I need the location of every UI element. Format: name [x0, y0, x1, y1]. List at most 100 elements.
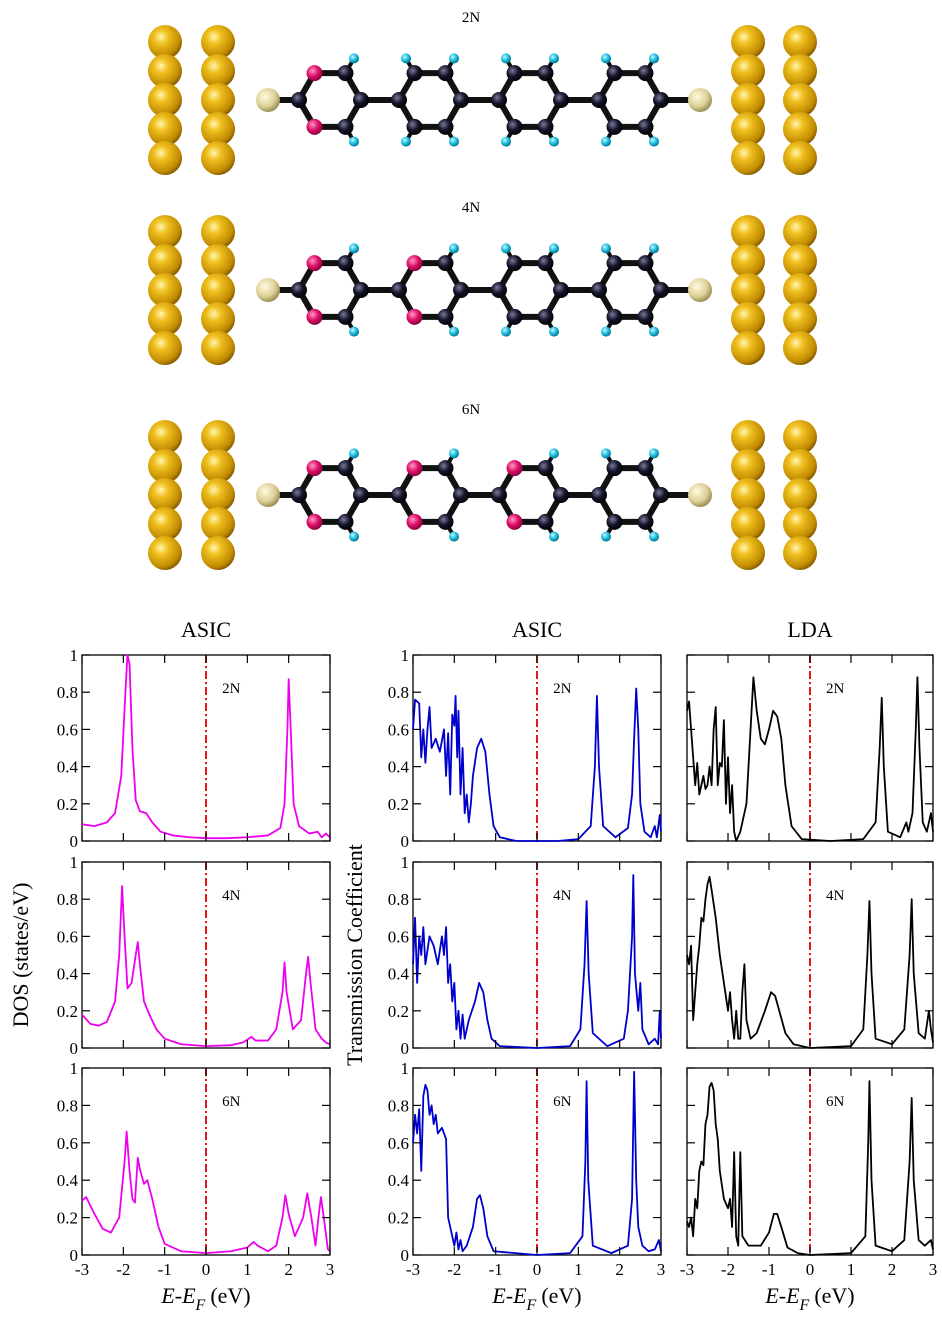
- ring: [399, 263, 461, 317]
- panel-label: 6N: [826, 1094, 845, 1110]
- sulfur-atom: [688, 88, 712, 112]
- hydrogen-atom: [501, 53, 511, 63]
- x-axis-label-sub: F: [195, 1297, 206, 1314]
- y-tick-label: 0.6: [388, 720, 409, 739]
- gold-atom: [783, 507, 817, 541]
- panel-label: 2N: [222, 681, 241, 697]
- gold-atom: [148, 449, 182, 483]
- carbon-atom: [607, 309, 623, 325]
- junction: 2N: [148, 10, 817, 175]
- carbon-atom: [653, 282, 669, 298]
- y-tick-label: 0.6: [388, 927, 409, 946]
- hydrogen-atom: [549, 532, 559, 542]
- figure: 2N4N6N00.20.40.60.812NASIC00.20.40.60.81…: [0, 0, 942, 1320]
- y-tick-label: 0.4: [57, 758, 79, 777]
- x-tick-label: -1: [158, 1260, 172, 1279]
- carbon-atom: [653, 92, 669, 108]
- gold-atom: [201, 536, 235, 570]
- ring: [299, 263, 361, 317]
- hydrogen-atom: [549, 327, 559, 337]
- x-axis-label-var: E-E: [160, 1283, 196, 1308]
- panel-label: 4N: [826, 888, 845, 904]
- nitrogen-atom: [307, 119, 323, 135]
- gold-atom: [731, 536, 765, 570]
- nitrogen-atom: [307, 514, 323, 530]
- x-tick-label: 2: [615, 1260, 624, 1279]
- hydrogen-atom: [649, 243, 659, 253]
- hydrogen-atom: [601, 243, 611, 253]
- y-tick-label: 0: [70, 1039, 79, 1058]
- y-tick-label: 0.2: [57, 1209, 78, 1228]
- y-tick-label: 0.6: [57, 720, 78, 739]
- gold-atom: [201, 141, 235, 175]
- y-tick-label: 0: [70, 832, 79, 851]
- column-title: ASIC: [181, 617, 231, 642]
- y-tick-label: 1: [70, 853, 79, 872]
- x-axis-label: E-EF(eV): [160, 1283, 250, 1314]
- nitrogen-atom: [407, 514, 423, 530]
- junction-label: 4N: [462, 200, 481, 216]
- sulfur-atom: [256, 278, 280, 302]
- gold-atom: [783, 420, 817, 454]
- carbon-atom: [438, 119, 454, 135]
- hydrogen-atom: [401, 53, 411, 63]
- carbon-atom: [538, 65, 554, 81]
- ring: [599, 468, 661, 522]
- carbon-atom: [353, 487, 369, 503]
- x-tick-label: 3: [929, 1260, 938, 1279]
- hydrogen-atom: [549, 137, 559, 147]
- gold-atom: [201, 244, 235, 278]
- x-axis-label-unit: (eV): [814, 1283, 854, 1308]
- gold-atom: [201, 331, 235, 365]
- gold-atom: [148, 83, 182, 117]
- x-tick-label: -1: [762, 1260, 776, 1279]
- nitrogen-atom: [407, 460, 423, 476]
- hydrogen-atom: [449, 327, 459, 337]
- carbon-atom: [538, 309, 554, 325]
- carbon-atom: [438, 514, 454, 530]
- y-tick-label: 1: [401, 853, 410, 872]
- panel-label: 2N: [826, 681, 845, 697]
- y-tick-label: 0.4: [388, 965, 410, 984]
- gold-atom: [201, 449, 235, 483]
- gold-atom: [731, 507, 765, 541]
- panel: 00.20.40.60.812NASIC: [57, 617, 330, 851]
- junction-label: 2N: [462, 10, 481, 26]
- y-tick-label: 0.6: [388, 1134, 409, 1153]
- carbon-atom: [638, 65, 654, 81]
- y-tick-label: 0.2: [388, 1002, 409, 1021]
- carbon-atom: [507, 309, 523, 325]
- panel: 00.20.40.60.81-3-2-101236NE-EF(eV): [57, 1059, 335, 1314]
- gold-atom: [783, 112, 817, 146]
- ring: [299, 468, 361, 522]
- carbon-atom: [407, 119, 423, 135]
- gold-atom: [783, 302, 817, 336]
- gold-atom: [148, 54, 182, 88]
- gold-atom: [201, 302, 235, 336]
- gold-atom: [201, 478, 235, 512]
- hydrogen-atom: [549, 243, 559, 253]
- x-axis-label-unit: (eV): [541, 1283, 581, 1308]
- ring: [499, 468, 561, 522]
- y-tick-label: 1: [70, 1059, 79, 1078]
- y-axis-label: Transmission Coefficient: [342, 844, 367, 1066]
- x-tick-label: 1: [243, 1260, 252, 1279]
- x-tick-label: -3: [75, 1260, 89, 1279]
- carbon-atom: [638, 460, 654, 476]
- hydrogen-atom: [601, 532, 611, 542]
- gold-atom: [148, 112, 182, 146]
- carbon-atom: [438, 65, 454, 81]
- gold-atom: [783, 331, 817, 365]
- carbon-atom: [538, 514, 554, 530]
- hydrogen-atom: [449, 243, 459, 253]
- y-tick-label: 0.4: [388, 1171, 410, 1190]
- carbon-atom: [453, 92, 469, 108]
- y-tick-label: 0.8: [388, 683, 409, 702]
- gold-atom: [731, 112, 765, 146]
- y-tick-label: 0: [401, 1039, 410, 1058]
- gold-atom: [201, 83, 235, 117]
- carbon-atom: [391, 487, 407, 503]
- hydrogen-atom: [501, 327, 511, 337]
- y-tick-label: 1: [401, 646, 410, 665]
